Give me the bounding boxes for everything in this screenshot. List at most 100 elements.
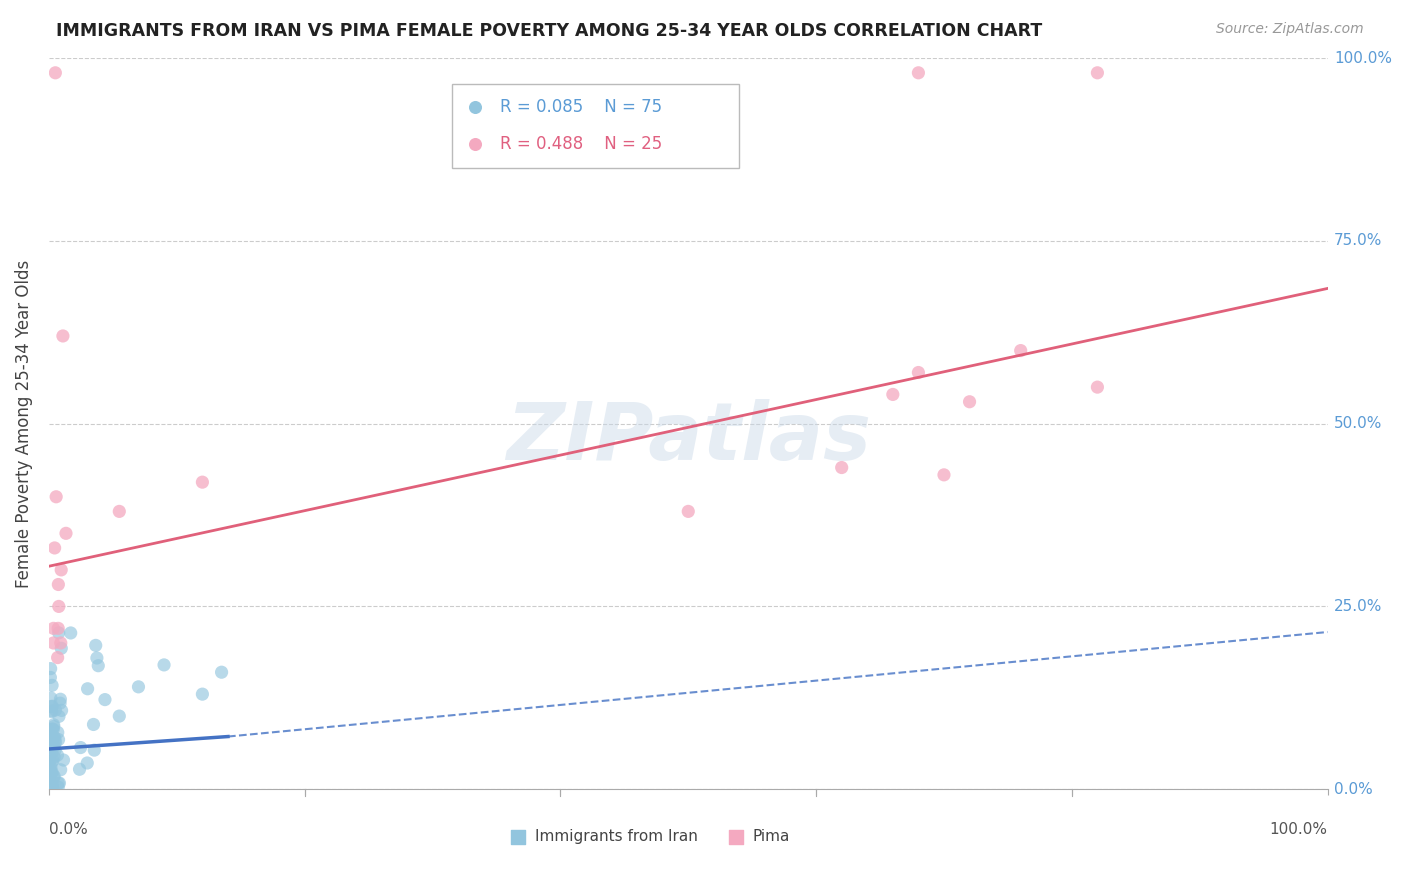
Point <box>42 771 65 785</box>
Point <box>44 541 66 555</box>
Point <box>39 725 62 739</box>
Point <box>108 504 131 518</box>
Point <box>153 657 176 672</box>
Point <box>41 731 63 745</box>
Point <box>41 704 63 718</box>
Point <box>1087 380 1109 394</box>
Point <box>39 734 62 748</box>
Point <box>87 658 110 673</box>
Point <box>42 720 65 734</box>
Point <box>46 650 69 665</box>
Point <box>69 740 91 755</box>
Point <box>44 732 66 747</box>
Text: 25.0%: 25.0% <box>1334 599 1382 614</box>
Point <box>59 626 82 640</box>
Point <box>55 526 77 541</box>
Point <box>464 100 486 114</box>
Point <box>46 725 69 739</box>
Point <box>41 756 63 770</box>
Point <box>41 705 63 719</box>
Point <box>508 830 530 844</box>
Point <box>49 763 72 777</box>
Point <box>45 490 67 504</box>
Point <box>39 760 62 774</box>
Point <box>44 739 66 754</box>
Point <box>94 692 117 706</box>
Point <box>41 733 63 747</box>
Point <box>48 599 70 614</box>
Point <box>1087 66 1109 80</box>
Point <box>38 773 60 788</box>
Point <box>52 329 75 343</box>
Point <box>211 665 233 680</box>
Point <box>724 830 747 844</box>
Point <box>108 709 131 723</box>
Point <box>38 755 60 769</box>
Point <box>83 743 105 757</box>
Point <box>831 460 853 475</box>
Text: Pima: Pima <box>752 830 790 844</box>
Point <box>48 709 70 723</box>
Point <box>42 781 65 796</box>
Point <box>42 636 65 650</box>
Point <box>39 740 62 755</box>
Point <box>1010 343 1032 358</box>
Point <box>932 467 955 482</box>
Point <box>127 680 149 694</box>
Point <box>51 563 73 577</box>
Point <box>38 762 60 776</box>
Point <box>959 394 981 409</box>
Point <box>39 670 62 684</box>
Point <box>69 762 91 776</box>
Point <box>52 753 75 767</box>
Point <box>41 766 63 780</box>
Point <box>678 504 700 518</box>
Point <box>41 778 63 792</box>
Point <box>42 718 65 732</box>
Text: 0.0%: 0.0% <box>49 822 87 837</box>
Point <box>38 776 60 790</box>
Point <box>49 696 72 710</box>
Text: 100.0%: 100.0% <box>1334 51 1392 66</box>
Point <box>76 681 98 696</box>
Point <box>76 756 98 770</box>
Point <box>41 678 63 692</box>
Point <box>44 66 66 80</box>
Point <box>191 475 214 490</box>
Point <box>44 743 66 757</box>
Text: IMMIGRANTS FROM IRAN VS PIMA FEMALE POVERTY AMONG 25-34 YEAR OLDS CORRELATION CH: IMMIGRANTS FROM IRAN VS PIMA FEMALE POVE… <box>56 22 1042 40</box>
Text: 50.0%: 50.0% <box>1334 417 1382 431</box>
Point <box>46 776 69 790</box>
Point <box>44 769 66 783</box>
Y-axis label: Female Poverty Among 25-34 Year Olds: Female Poverty Among 25-34 Year Olds <box>15 260 32 588</box>
Point <box>191 687 214 701</box>
FancyBboxPatch shape <box>451 84 740 168</box>
Point <box>39 662 62 676</box>
Point <box>48 732 70 747</box>
Point <box>42 754 65 768</box>
Point <box>41 765 63 780</box>
Point <box>42 750 65 764</box>
Point <box>48 577 70 591</box>
Text: 100.0%: 100.0% <box>1270 822 1327 837</box>
Point <box>464 136 486 151</box>
Point <box>882 387 904 401</box>
Point <box>39 776 62 790</box>
Point <box>44 703 66 717</box>
Point <box>51 641 73 656</box>
Point <box>41 746 63 760</box>
Point <box>46 780 69 794</box>
Point <box>42 621 65 635</box>
Text: Immigrants from Iran: Immigrants from Iran <box>534 830 697 844</box>
Point <box>907 66 929 80</box>
Point <box>38 736 60 750</box>
Point <box>38 731 60 745</box>
Point <box>44 736 66 750</box>
Text: 0.0%: 0.0% <box>1334 781 1372 797</box>
Text: 75.0%: 75.0% <box>1334 234 1382 249</box>
Point <box>49 636 72 650</box>
Point <box>41 699 63 714</box>
Point <box>48 625 70 640</box>
Text: ZIPatlas: ZIPatlas <box>506 400 870 477</box>
Text: R = 0.085    N = 75: R = 0.085 N = 75 <box>501 98 662 116</box>
